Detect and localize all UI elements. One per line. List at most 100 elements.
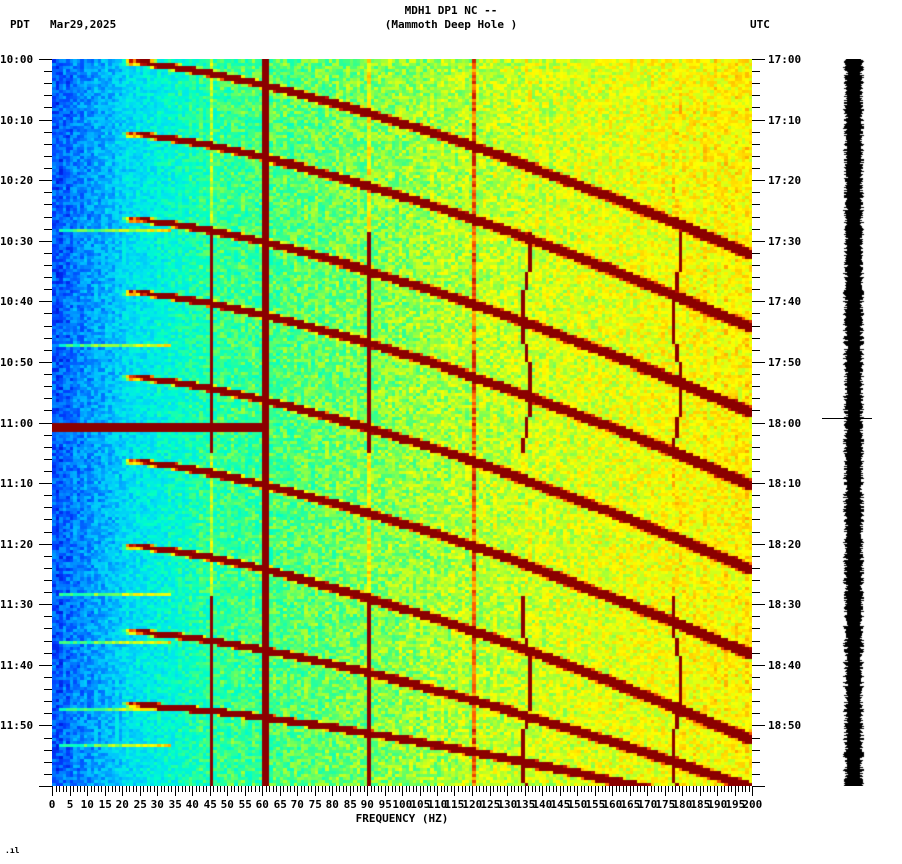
axis-tick [44,107,52,108]
axis-tick [402,786,403,796]
axis-tick [44,313,52,314]
axis-tick [752,616,760,617]
axis-tick [437,786,438,796]
axis-tick [588,786,589,792]
spectrogram-canvas [52,59,752,786]
axis-tick [752,786,753,796]
axis-tick [39,544,52,545]
axis-tick-label: 120 [462,798,483,811]
axis-tick [70,786,71,796]
axis-tick-label: 18:00 [768,417,802,430]
axis-tick [409,786,410,792]
axis-tick [609,786,610,792]
axis-tick [147,786,148,792]
axis-tick [651,786,652,792]
axis-tick [570,786,571,792]
axis-tick [528,786,529,792]
axis-tick [44,713,52,714]
axis-tick-label: 10:00 [0,53,34,66]
axis-tick [752,604,765,605]
axis-tick [584,786,585,792]
axis-tick [44,374,52,375]
axis-tick [44,168,52,169]
axis-tick [269,786,270,792]
axis-tick [752,59,765,60]
axis-tick [441,786,442,792]
axis-tick [206,786,207,792]
axis-tick [44,519,52,520]
axis-tick [44,435,52,436]
axis-tick [605,786,606,792]
axis-tick-label: 11:50 [0,719,34,732]
axis-tick [483,786,484,792]
axis-tick [752,410,760,411]
axis-tick [752,156,760,157]
axis-tick [752,107,760,108]
axis-tick [518,786,519,792]
axis-tick-label: 11:30 [0,598,34,611]
axis-tick-label: 50 [220,798,234,811]
axis-tick [273,786,274,792]
axis-tick [44,204,52,205]
axis-tick-label: 18:50 [768,719,802,732]
axis-tick [752,374,760,375]
axis-tick-label: 18:40 [768,659,802,672]
axis-tick-label: 0 [48,798,56,811]
axis-tick [378,786,379,792]
axis-tick [696,786,697,792]
axis-tick [44,338,52,339]
axis-tick [752,713,760,714]
axis-tick [549,786,550,792]
axis-tick [500,786,501,792]
axis-tick [115,786,116,792]
axis-tick [39,786,52,787]
axis-tick [539,786,540,792]
axis-tick [752,326,760,327]
axis-tick [44,386,52,387]
axis-tick [504,786,505,792]
axis-tick [560,786,561,796]
axis-tick [668,786,669,792]
axis-tick-label: 90 [360,798,374,811]
axis-tick [612,786,613,796]
axis-tick-label: 130 [497,798,518,811]
axis-tick-label: 175 [655,798,676,811]
axis-tick-label: 65 [273,798,287,811]
axis-tick [693,786,694,792]
axis-tick [577,786,578,796]
axis-tick [262,786,263,796]
axis-tick [44,689,52,690]
axis-tick [454,786,455,796]
axis-tick [203,786,204,792]
axis-tick [626,786,627,792]
axis-tick [458,786,459,792]
axis-tick [199,786,200,792]
axis-tick-label: 85 [343,798,357,811]
axis-tick [721,786,722,792]
amplitude-trace-canvas [840,59,880,786]
axis-tick [752,168,760,169]
axis-tick-label: 11:40 [0,659,34,672]
axis-tick [44,95,52,96]
axis-tick [44,495,52,496]
axis-tick [752,423,765,424]
axis-tick [731,786,732,792]
spectrogram-plot[interactable] [52,59,752,786]
axis-tick [493,786,494,792]
axis-tick [752,507,760,508]
axis-tick-label: 10:30 [0,235,34,248]
axis-tick [185,786,186,792]
axis-tick-label: 11:10 [0,477,34,490]
axis-tick [714,786,715,792]
axis-tick [44,459,52,460]
axis-tick-label: 110 [427,798,448,811]
axis-tick [56,786,57,792]
axis-tick [752,192,760,193]
trace-time-marker [822,418,872,419]
station-subtitle: (Mammoth Deep Hole ) [384,18,518,31]
axis-tick [290,786,291,792]
axis-tick-label: 17:50 [768,356,802,369]
axis-tick-label: 200 [742,798,763,811]
axis-tick [637,786,638,792]
axis-tick [39,665,52,666]
